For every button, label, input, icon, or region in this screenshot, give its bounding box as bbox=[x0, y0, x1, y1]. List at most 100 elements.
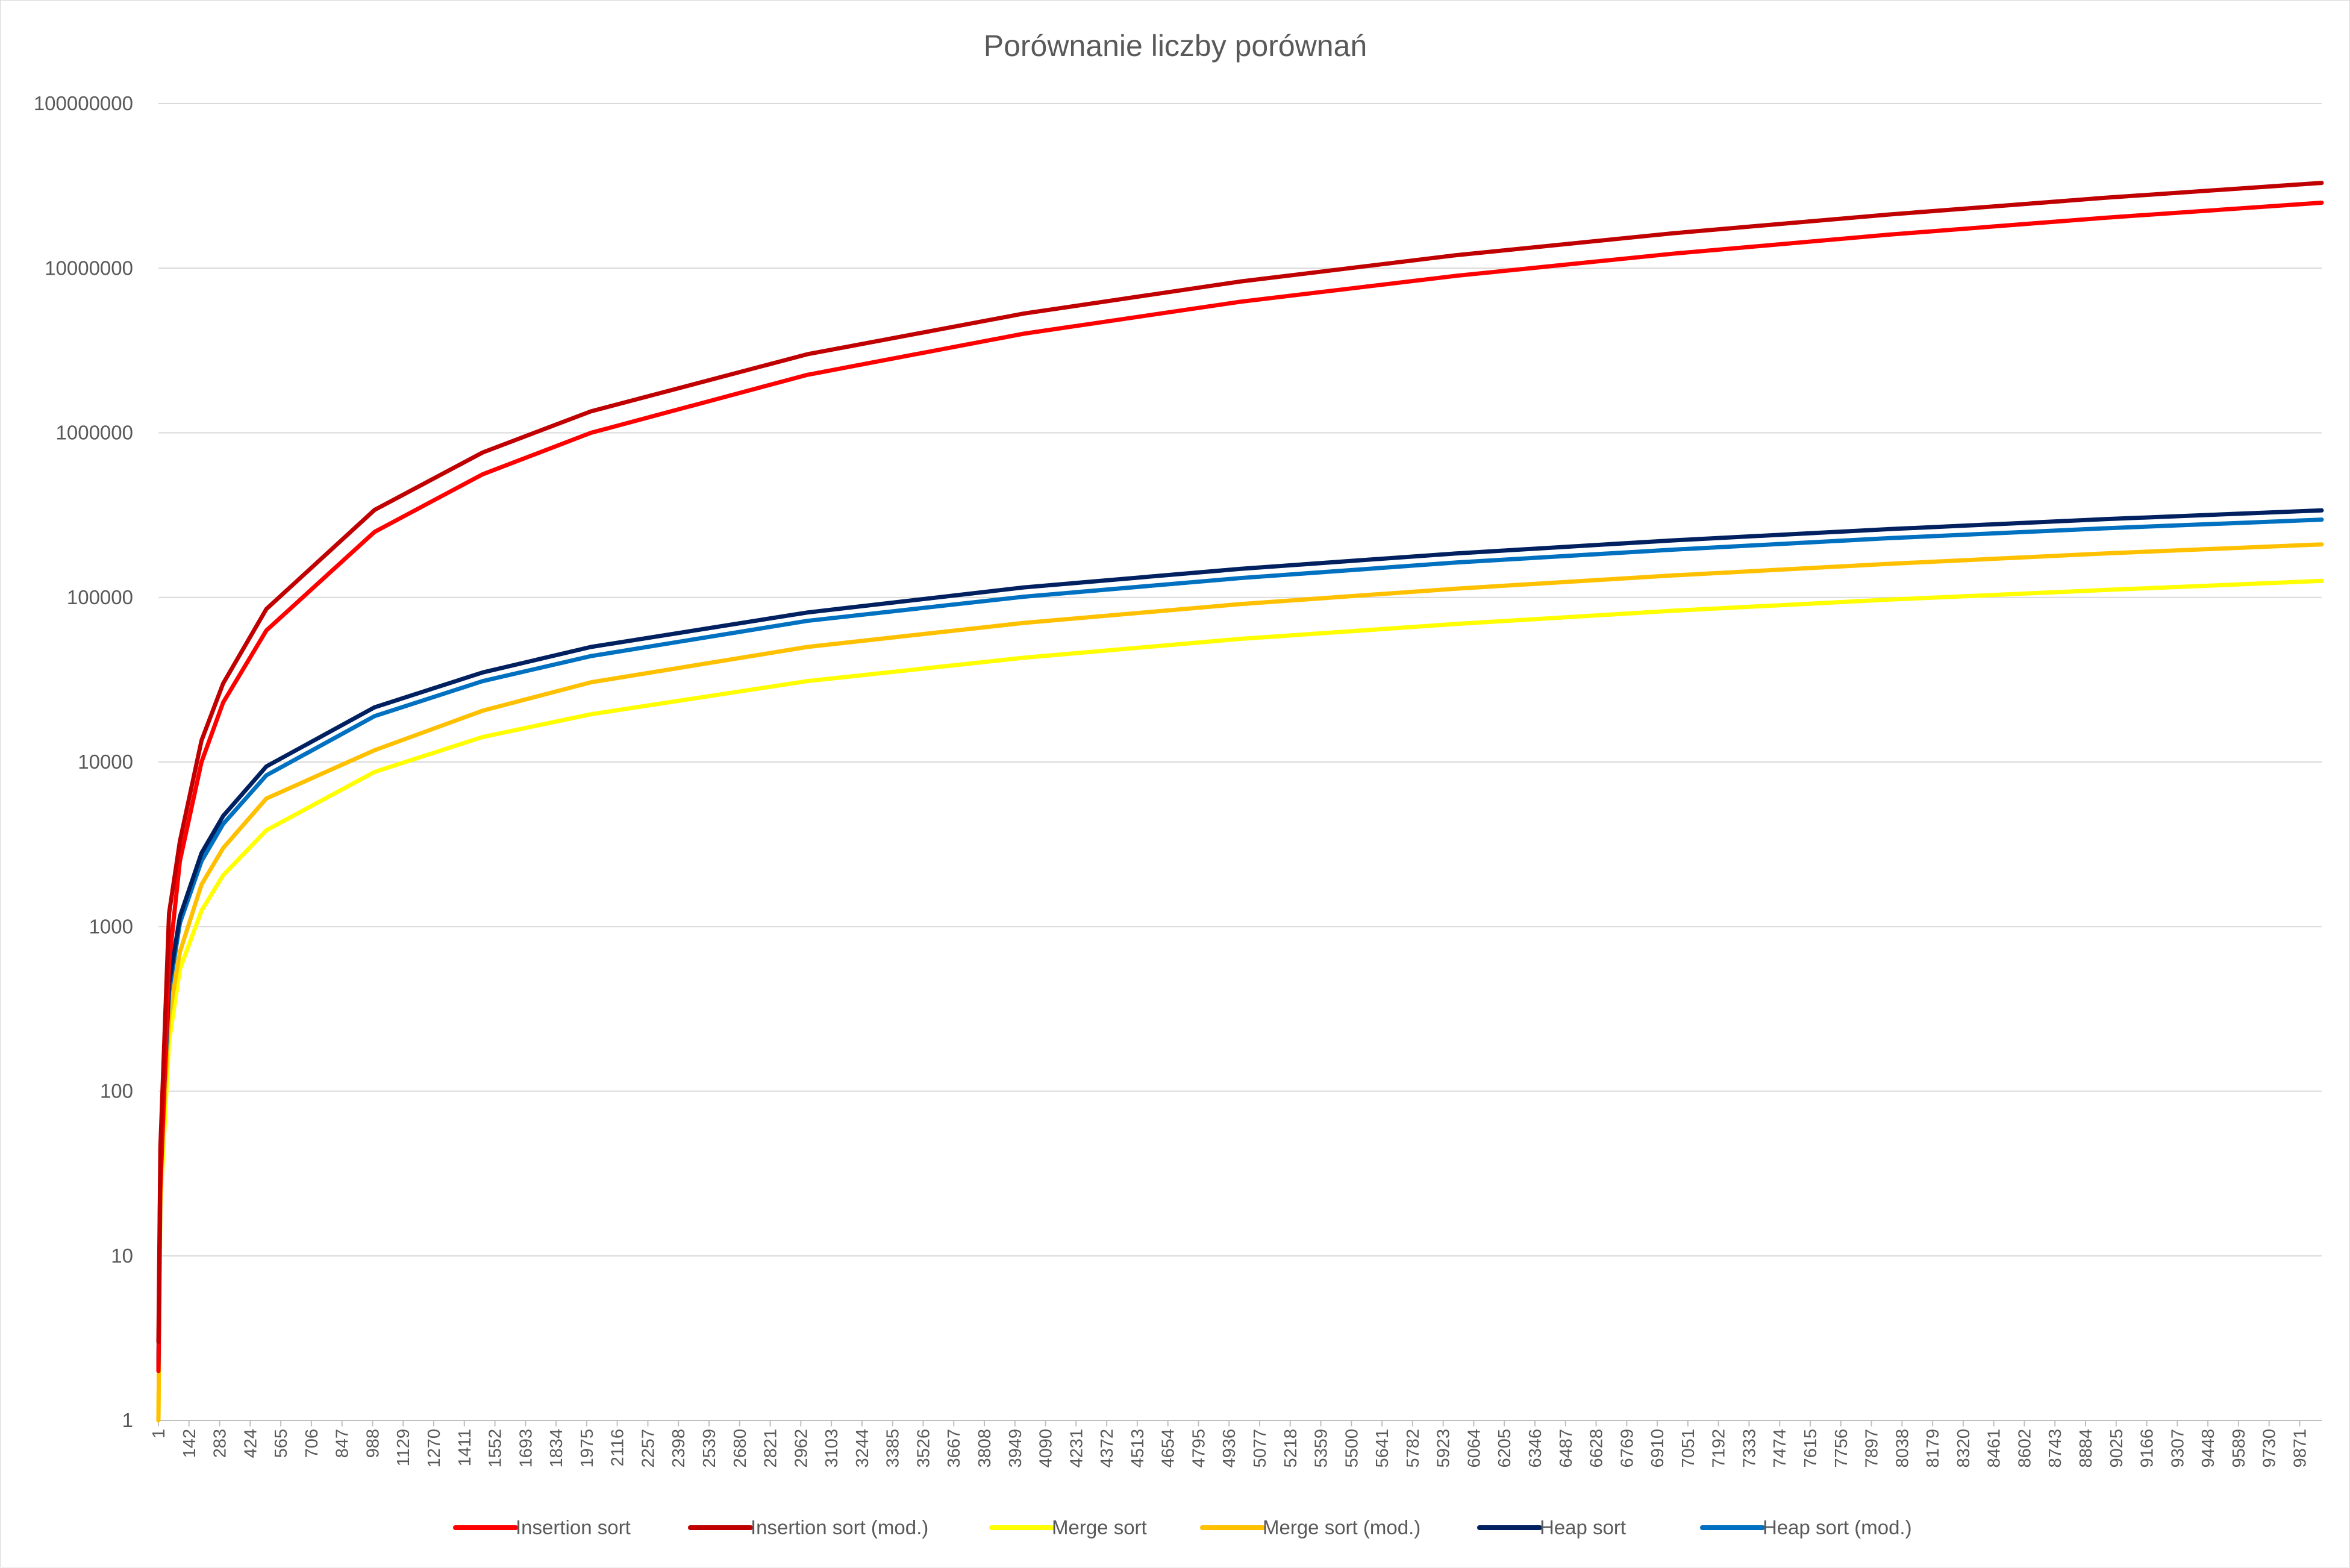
x-tick-label: 5077 bbox=[1251, 1429, 1270, 1468]
y-tick-label: 10 bbox=[111, 1245, 133, 1267]
series-lines bbox=[156, 181, 2324, 1423]
y-tick-label: 100 bbox=[100, 1080, 133, 1102]
x-tick-label: 3667 bbox=[945, 1429, 964, 1468]
x-tick-label: 5218 bbox=[1281, 1429, 1301, 1468]
legend-label: Insertion sort (mod.) bbox=[751, 1516, 928, 1538]
legend-label: Heap sort bbox=[1540, 1516, 1626, 1538]
x-tick-label: 4513 bbox=[1128, 1429, 1148, 1468]
x-tick-label: 8461 bbox=[1985, 1429, 2004, 1468]
x-tick-label: 3103 bbox=[822, 1429, 842, 1468]
x-tick-label: 4795 bbox=[1189, 1429, 1208, 1468]
y-tick-label: 10000000 bbox=[45, 257, 133, 279]
x-tick-label: 9448 bbox=[2199, 1429, 2218, 1468]
x-tick-label: 283 bbox=[211, 1429, 230, 1458]
x-tick-label: 6064 bbox=[1464, 1429, 1484, 1468]
x-tick-label: 7333 bbox=[1740, 1429, 1759, 1468]
x-tick-label: 5500 bbox=[1342, 1429, 1361, 1468]
x-tick-label: 424 bbox=[241, 1429, 260, 1458]
x-tick-label: 2962 bbox=[792, 1429, 811, 1468]
legend-label: Merge sort bbox=[1052, 1516, 1147, 1538]
series-line bbox=[156, 508, 2324, 1373]
x-tick-label: 5923 bbox=[1434, 1429, 1454, 1468]
x-tick-label: 1411 bbox=[455, 1429, 475, 1466]
series-line bbox=[156, 201, 2324, 1373]
x-tick-label: 5641 bbox=[1373, 1429, 1392, 1468]
x-tick-label: 6205 bbox=[1495, 1429, 1514, 1468]
x-tick-label: 9589 bbox=[2230, 1429, 2249, 1468]
x-tick-label: 2539 bbox=[700, 1429, 719, 1468]
x-tick-label: 6910 bbox=[1648, 1429, 1667, 1468]
x-tick-label: 1834 bbox=[547, 1429, 566, 1468]
x-tick-label: 1129 bbox=[394, 1429, 413, 1466]
y-tick-label: 100000 bbox=[67, 586, 133, 608]
x-axis-ticks: 1 142 283 424 565 706 847 988 1129 1270 1411 1552 16… bbox=[149, 1420, 2310, 1468]
x-tick-label: 1270 bbox=[425, 1429, 444, 1468]
x-tick-label: 6769 bbox=[1617, 1429, 1637, 1468]
x-tick-label: 3526 bbox=[914, 1429, 933, 1468]
x-tick-label: 7192 bbox=[1710, 1429, 1729, 1468]
x-tick-label: 9307 bbox=[2168, 1429, 2187, 1468]
x-tick-label: 4090 bbox=[1037, 1429, 1056, 1468]
legend: Insertion sort Insertion sort (mod.) Merge… bbox=[453, 1516, 1912, 1538]
x-tick-label: 988 bbox=[363, 1429, 383, 1458]
x-tick-label: 1693 bbox=[516, 1429, 536, 1468]
x-tick-label: 4231 bbox=[1067, 1429, 1086, 1468]
y-tick-label: 1000000 bbox=[56, 422, 133, 444]
x-tick-label: 1 bbox=[149, 1429, 169, 1438]
x-tick-label: 4372 bbox=[1098, 1429, 1117, 1468]
series-line bbox=[156, 517, 2324, 1373]
x-tick-label: 6346 bbox=[1526, 1429, 1545, 1468]
chart-title: Porównanie liczby porównań bbox=[984, 29, 1367, 63]
series-line bbox=[156, 578, 2324, 1423]
legend-label: Insertion sort bbox=[516, 1516, 631, 1538]
x-tick-label: 706 bbox=[302, 1429, 322, 1458]
y-tick-label: 10000 bbox=[78, 751, 133, 773]
x-tick-label: 7474 bbox=[1770, 1429, 1790, 1468]
x-tick-label: 3949 bbox=[1006, 1429, 1025, 1468]
x-tick-label: 2398 bbox=[669, 1429, 689, 1468]
x-tick-label: 2257 bbox=[639, 1429, 658, 1468]
series-line bbox=[156, 542, 2324, 1423]
x-tick-label: 5782 bbox=[1404, 1429, 1423, 1468]
x-tick-label: 8884 bbox=[2077, 1429, 2096, 1468]
legend-label: Heap sort (mod.) bbox=[1763, 1516, 1912, 1538]
y-tick-label: 1000 bbox=[89, 915, 133, 937]
gridlines bbox=[158, 103, 2322, 1421]
x-tick-label: 4654 bbox=[1159, 1429, 1178, 1468]
x-tick-label: 8320 bbox=[1954, 1429, 1973, 1468]
y-axis-ticks: 1 10 100 1000 10000 100000 1000000 10000000 1000… bbox=[34, 92, 133, 1431]
legend-label: Merge sort (mod.) bbox=[1263, 1516, 1420, 1538]
x-tick-label: 3244 bbox=[853, 1429, 872, 1468]
x-tick-label: 3808 bbox=[975, 1429, 995, 1468]
x-tick-label: 7615 bbox=[1801, 1429, 1820, 1468]
x-tick-label: 8602 bbox=[2015, 1429, 2034, 1468]
y-tick-label: 1 bbox=[122, 1409, 133, 1431]
x-tick-label: 9166 bbox=[2138, 1429, 2157, 1468]
x-tick-label: 1975 bbox=[578, 1429, 597, 1468]
series-line bbox=[156, 181, 2324, 1345]
x-tick-label: 5359 bbox=[1312, 1429, 1331, 1468]
x-tick-label: 9025 bbox=[2107, 1429, 2127, 1468]
x-tick-label: 8179 bbox=[1923, 1429, 1943, 1468]
x-tick-label: 4936 bbox=[1220, 1429, 1239, 1468]
x-tick-label: 9871 bbox=[2290, 1429, 2310, 1468]
x-tick-label: 8038 bbox=[1893, 1429, 1912, 1468]
x-tick-label: 7051 bbox=[1679, 1429, 1698, 1468]
x-tick-label: 6628 bbox=[1587, 1429, 1607, 1468]
x-tick-label: 8743 bbox=[2046, 1429, 2065, 1468]
x-tick-label: 6487 bbox=[1557, 1429, 1576, 1468]
x-tick-label: 2116 bbox=[608, 1429, 628, 1466]
x-tick-label: 7897 bbox=[1863, 1429, 1882, 1468]
x-tick-label: 847 bbox=[333, 1429, 352, 1458]
x-tick-label: 1552 bbox=[486, 1429, 505, 1468]
x-tick-label: 3385 bbox=[884, 1429, 903, 1468]
y-tick-label: 100000000 bbox=[34, 92, 133, 114]
x-tick-label: 2680 bbox=[731, 1429, 750, 1468]
x-tick-label: 2821 bbox=[761, 1429, 781, 1468]
x-tick-label: 9730 bbox=[2260, 1429, 2280, 1468]
x-tick-label: 7756 bbox=[1832, 1429, 1851, 1468]
x-tick-label: 565 bbox=[272, 1429, 291, 1458]
x-tick-label: 142 bbox=[180, 1429, 199, 1458]
